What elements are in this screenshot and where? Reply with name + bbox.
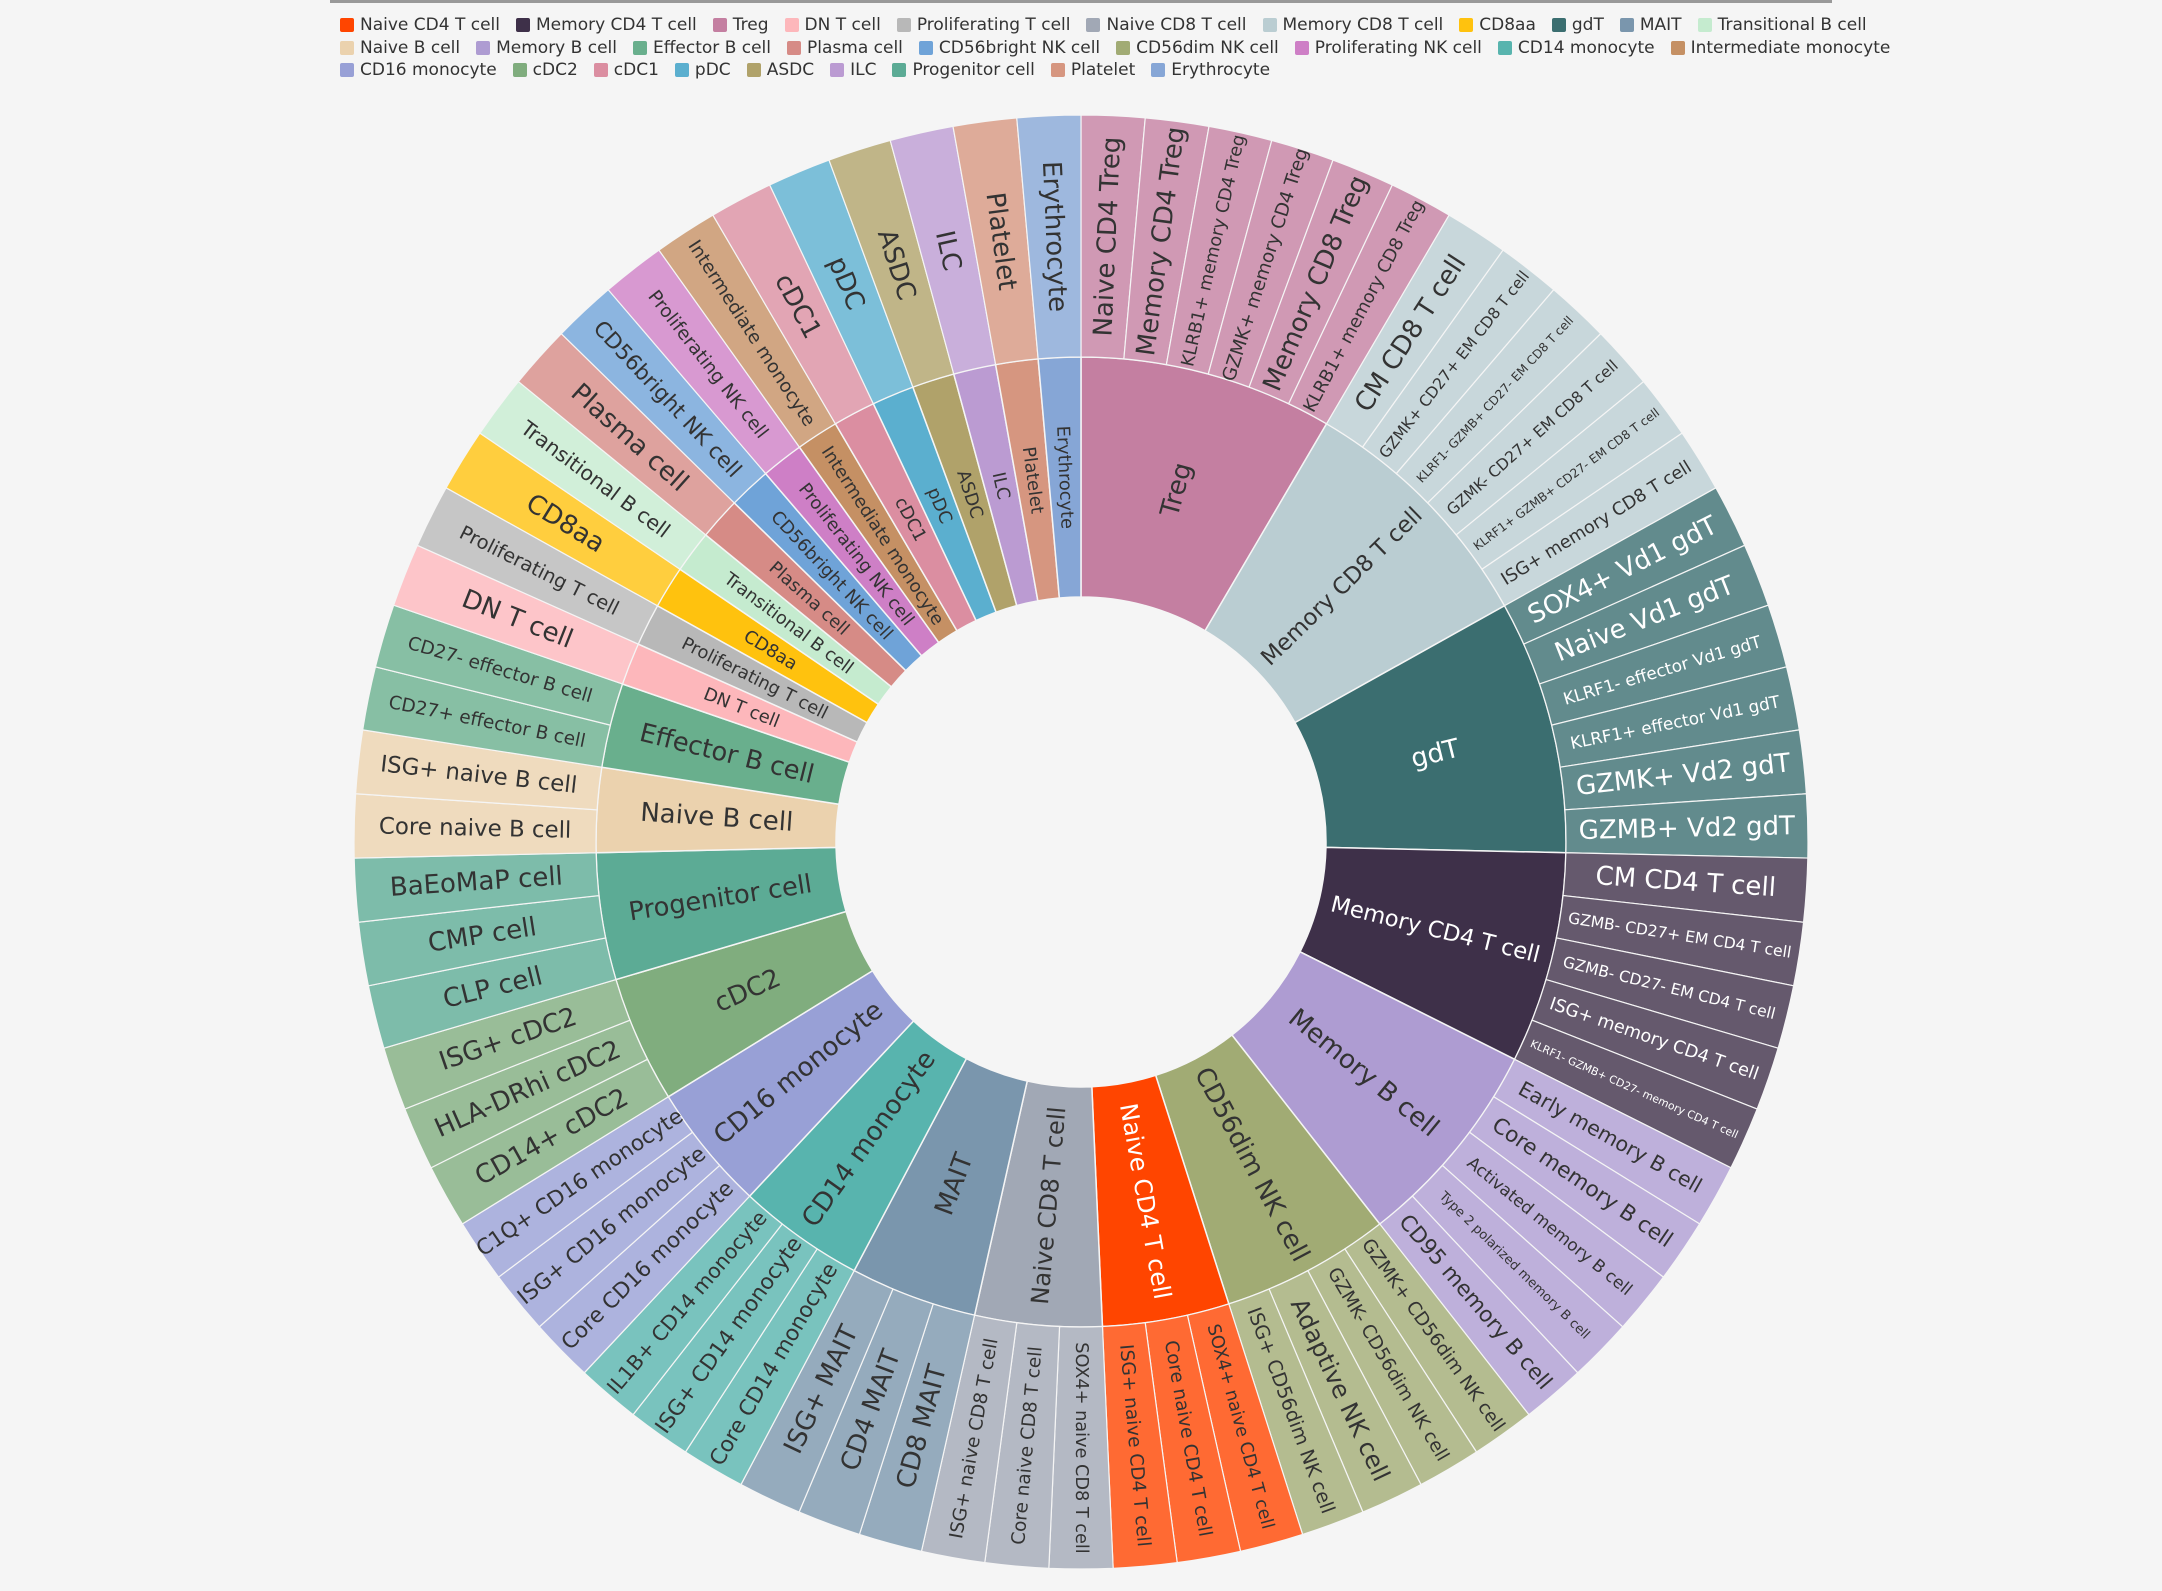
legend-item[interactable]: cDC1 [593,59,659,81]
legend-label: ILC [850,60,877,80]
legend-swatch [1697,18,1712,32]
legend-swatch [1551,18,1566,32]
legend-row: Naive B cell Memory B cell Effector B cell… [340,37,1890,60]
legend-item[interactable]: gdT [1551,14,1604,36]
legend-swatch [340,40,354,55]
legend-swatch [340,18,354,32]
subtype-label: Core naive B cell [379,813,572,843]
legend-swatch [632,40,647,55]
legend-label: Transitional B cell [1717,15,1867,35]
legend-swatch [1619,18,1634,32]
legend-swatch [1050,63,1065,77]
legend-item[interactable]: Naive CD8 T cell [1086,14,1247,36]
legend-item[interactable]: MAIT [1619,14,1682,36]
legend-swatch [830,63,845,77]
legend-swatch [340,63,354,77]
legend-label: cDC1 [613,60,659,80]
legend-swatch [746,63,761,77]
legend-label: cDC2 [532,60,578,80]
legend-swatch [1670,40,1685,55]
legend-swatch [892,63,907,77]
top-rule [330,0,1832,3]
legend-swatch [516,18,531,32]
legend-item[interactable]: Naive CD4 T cell [340,14,500,36]
legend-item[interactable]: Effector B cell [632,37,772,59]
subtype-label: Erythrocyte [1036,160,1073,312]
legend-label: Memory CD4 T cell [536,15,697,35]
legend-item[interactable]: Proliferating T cell [896,14,1071,36]
legend-label: Erythrocyte [1171,60,1271,80]
legend-label: CD56dim NK cell [1136,37,1279,58]
legend-label: CD8aa [1479,15,1536,35]
legend-item[interactable]: Memory CD4 T cell [516,14,697,36]
legend-label: pDC [694,60,731,80]
legend-label: CD56bright NK cell [938,37,1101,58]
legend-item[interactable]: ASDC [746,59,815,81]
legend-label: CD16 monocyte [360,60,497,80]
legend-swatch [787,40,802,55]
legend-item[interactable]: Memory B cell [476,37,617,59]
legend-item[interactable]: pDC [674,59,731,81]
legend-swatch [1086,18,1101,32]
legend-label: Proliferating NK cell [1314,37,1482,58]
legend-swatch [674,63,689,77]
legend-item[interactable]: CD14 monocyte [1497,37,1655,59]
legend-swatch [712,18,727,32]
legend-swatch [896,18,911,32]
legend-swatch [1116,40,1131,55]
legend-row: CD16 monocyte cDC2 cDC1 pDC ASDC ILC Progenito… [340,59,1840,82]
legend-swatch [918,40,933,55]
legend-label: Progenitor cell [912,60,1035,80]
legend-label: Naive CD8 T cell [1106,15,1247,35]
legend-swatch [512,63,527,77]
chart-legend: Naive CD4 T cell Memory CD4 T cell Treg DN … [340,14,1890,82]
legend-label: Intermediate monocyte [1690,37,1891,58]
legend-swatch [1262,18,1277,32]
sunburst-subtype-slice[interactable] [1016,114,1082,360]
legend-swatch [476,40,491,55]
legend-item[interactable]: CD56bright NK cell [918,37,1101,59]
legend-label: MAIT [1639,15,1682,35]
group-label: Erythrocyte [1052,425,1078,529]
legend-swatch [1459,18,1474,32]
legend-label: Platelet [1070,60,1136,80]
legend-label: ASDC [766,60,815,80]
legend-label: Effector B cell [652,37,772,58]
legend-item[interactable]: CD16 monocyte [340,59,497,81]
legend-item[interactable]: CD8aa [1459,14,1536,36]
legend-item[interactable]: Erythrocyte [1151,59,1270,81]
legend-swatch [593,63,608,77]
subtype-label: GZMB+ Vd2 gdT [1578,811,1795,846]
legend-label: Memory B cell [496,37,617,58]
legend-item[interactable]: Proliferating NK cell [1294,37,1482,59]
legend-label: Naive CD4 T cell [360,15,501,35]
legend-label: Plasma cell [807,37,903,58]
legend-item[interactable]: Memory CD8 T cell [1262,14,1444,36]
legend-swatch [1497,40,1512,55]
legend-label: CD14 monocyte [1517,37,1655,58]
legend-item[interactable]: Treg [712,14,769,36]
legend-item[interactable]: ILC [830,59,876,81]
legend-item[interactable]: Platelet [1050,59,1136,81]
legend-item[interactable]: DN T cell [784,14,881,36]
legend-item[interactable]: CD56dim NK cell [1116,37,1279,59]
legend-swatch [1151,63,1166,77]
legend-item[interactable]: cDC2 [512,59,578,81]
legend-item[interactable]: Transitional B cell [1697,14,1867,36]
legend-item[interactable]: Plasma cell [787,37,903,59]
legend-item[interactable]: Naive B cell [340,37,460,59]
legend-swatch [1294,40,1309,55]
legend-label: gdT [1571,15,1604,35]
legend-label: DN T cell [804,15,881,35]
legend-label: Memory CD8 T cell [1282,15,1444,35]
legend-label: Proliferating T cell [916,15,1071,35]
subtype-label: SOX4+ naive CD8 T cell [1071,1342,1091,1553]
legend-swatch [784,18,799,32]
legend-label: Naive B cell [360,37,461,58]
legend-item[interactable]: Intermediate monocyte [1670,37,1891,59]
legend-row: Naive CD4 T cell Memory CD4 T cell Treg DN … [340,14,1867,37]
legend-label: Treg [732,15,769,35]
legend-item[interactable]: Progenitor cell [892,59,1035,81]
